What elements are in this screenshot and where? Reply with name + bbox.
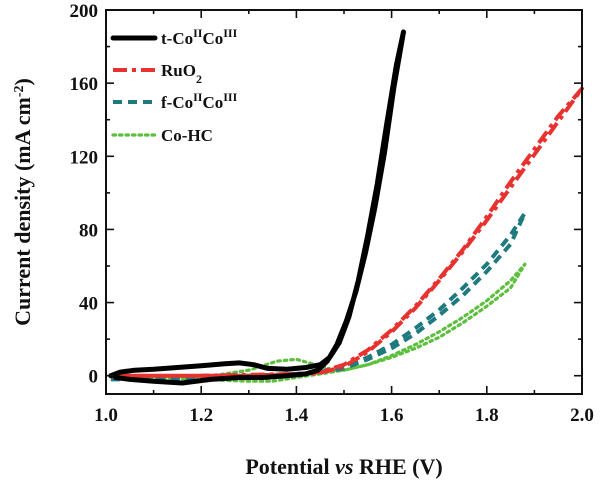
legend-label-t: t-CoIICoIII (161, 26, 238, 48)
ticks-layer (105, 9, 583, 394)
legend-ruo2-pre: RuO (161, 61, 196, 80)
legend-label-ruo2: RuO2 (161, 61, 202, 86)
x-tick-label: 1.2 (189, 405, 213, 426)
legend-t-sup2: III (223, 26, 237, 40)
series-line-t (108, 29, 406, 386)
y-tick-label: 40 (79, 294, 98, 315)
x-tick-label: 2.0 (570, 405, 594, 426)
legend-f-sup2: III (223, 90, 237, 104)
x-axis-title-italic: vs (335, 454, 353, 479)
x-tick-label: 1.4 (285, 405, 309, 426)
y-tick-label: 80 (79, 220, 98, 241)
y-tick-label: 0 (89, 367, 99, 388)
x-axis-title-pre: Potential (245, 454, 335, 479)
legend-label-cohc: Co-HC (161, 126, 213, 145)
x-tick-label: 1.0 (94, 405, 118, 426)
y-axis-title-sup: -2 (12, 85, 27, 97)
legend-t-pre: t-Co (161, 29, 193, 48)
legend-label-f: f-CoIICoIII (161, 90, 238, 112)
legend-f-pre: f-Co (161, 93, 193, 112)
y-tick-label: 160 (70, 74, 99, 95)
y-tick-label: 200 (70, 1, 99, 22)
legend-item-ruo2: RuO2 (113, 61, 202, 86)
y-tick-label: 120 (70, 147, 99, 168)
y-axis-title-post: ) (10, 78, 35, 85)
series-line-f (110, 211, 527, 382)
legend-item-t: t-CoIICoIII (110, 26, 238, 48)
y-axis-title: Current density (mA cm-2) (10, 78, 35, 326)
x-tick-label: 1.8 (475, 405, 499, 426)
x-tick-label: 1.6 (380, 405, 404, 426)
y-axis-title-pre: Current density (mA cm (10, 97, 35, 326)
x-axis-title: Potential vs RHE (V) (245, 454, 442, 479)
legend-f-mid: Co (202, 93, 223, 112)
legend-t-sup1: II (193, 26, 203, 40)
series-layer (108, 29, 584, 386)
legend-ruo2-sub: 2 (196, 72, 202, 86)
legend-item-f: f-CoIICoIII (113, 90, 238, 112)
x-axis-title-post: RHE (V) (353, 454, 442, 479)
tick-labels-layer: 1.0 1.2 1.4 1.6 1.8 2.0 0 40 80 120 160 200 (70, 1, 594, 426)
legend: t-CoIICoIII RuO2 f-CoIICoIII Co-HC (110, 26, 238, 145)
legend-item-cohc: Co-HC (111, 126, 213, 145)
legend-t-mid: Co (202, 29, 223, 48)
legend-f-sup1: II (193, 90, 203, 104)
